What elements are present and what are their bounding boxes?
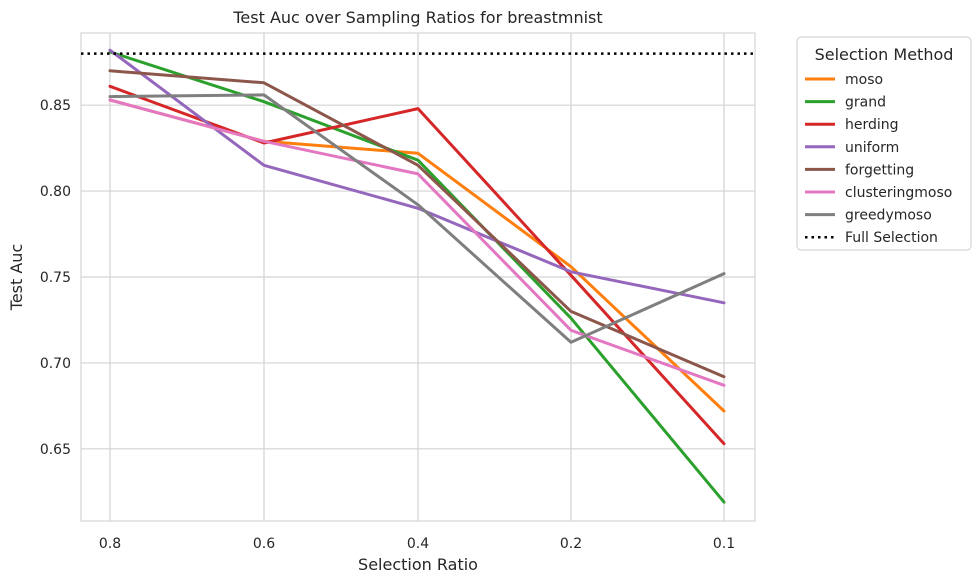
series-line-forgetting bbox=[108, 69, 726, 379]
x-axis-label: Selection Ratio bbox=[358, 555, 478, 574]
y-tick-label: 0.80 bbox=[40, 184, 71, 200]
legend-label-grand: grand bbox=[845, 95, 886, 111]
series-line-clusteringmoso bbox=[108, 98, 726, 387]
series-lines bbox=[81, 48, 755, 504]
legend-label-full-selection: Full Selection bbox=[845, 230, 938, 246]
legend: Selection Method moso grand herding uniform… bbox=[796, 36, 972, 251]
series-line-grand bbox=[108, 50, 726, 504]
legend-label-clusteringmoso: clusteringmoso bbox=[845, 185, 952, 201]
y-tick-label: 0.65 bbox=[40, 442, 71, 458]
grid bbox=[81, 33, 755, 521]
y-tick-label: 0.75 bbox=[40, 270, 71, 286]
legend-box bbox=[796, 36, 972, 251]
x-tick-labels: 0.8 0.6 0.4 0.2 0.1 bbox=[99, 536, 735, 552]
legend-title: Selection Method bbox=[815, 45, 954, 64]
y-axis-label: Test Auc bbox=[7, 244, 26, 311]
legend-label-forgetting: forgetting bbox=[845, 162, 914, 178]
y-tick-labels: 0.65 0.70 0.75 0.80 0.85 bbox=[40, 98, 71, 458]
x-tick-label: 0.2 bbox=[560, 536, 582, 552]
chart-title: Test Auc over Sampling Ratios for breast… bbox=[232, 8, 602, 27]
series-line-herding bbox=[108, 84, 726, 446]
x-tick-label: 0.1 bbox=[713, 536, 735, 552]
legend-label-uniform: uniform bbox=[845, 140, 899, 156]
legend-label-moso: moso bbox=[845, 72, 883, 88]
legend-items: moso grand herding uniform forgetting cluster… bbox=[805, 72, 952, 246]
y-tick-label: 0.70 bbox=[40, 356, 71, 372]
x-tick-label: 0.4 bbox=[407, 536, 429, 552]
legend-label-herding: herding bbox=[845, 117, 899, 133]
legend-label-greedymoso: greedymoso bbox=[845, 208, 932, 224]
y-tick-label: 0.85 bbox=[40, 98, 71, 114]
series-line-greedymoso bbox=[108, 93, 726, 344]
x-tick-label: 0.6 bbox=[253, 536, 275, 552]
x-tick-label: 0.8 bbox=[99, 536, 121, 552]
